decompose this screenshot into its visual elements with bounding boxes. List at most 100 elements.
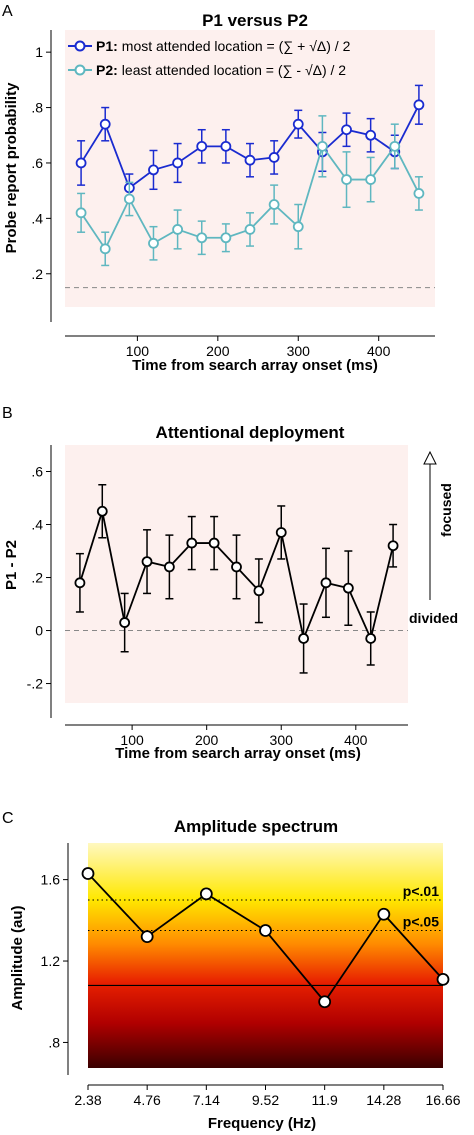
panel-a-y-label: Probe report probability <box>3 82 20 254</box>
divided-label: divided <box>409 610 458 626</box>
y-tick-label: 1.6 <box>41 872 61 888</box>
panel-a-x-label: Time from search array onset (ms) <box>132 357 378 374</box>
data-point <box>196 140 208 152</box>
legend-p1-marker <box>74 40 86 52</box>
data-point <box>275 527 287 538</box>
data-point <box>148 237 159 249</box>
x-tick-label: 11.9 <box>312 1092 338 1108</box>
data-point <box>75 157 87 169</box>
data-point <box>341 124 352 136</box>
x-tick-label: 4.76 <box>134 1092 161 1108</box>
data-point <box>436 972 450 986</box>
data-point <box>292 221 304 233</box>
data-point <box>163 561 175 573</box>
panel-b-series <box>74 484 399 674</box>
panel-b-label: B <box>2 405 13 422</box>
panel-c-x-label: Frequency (Hz) <box>208 1115 316 1132</box>
panel-b-x-ticks: 100 200 300 400 <box>120 725 368 748</box>
panel-c-series <box>81 867 450 1009</box>
data-point <box>253 585 265 597</box>
y-tick-label: 1 <box>35 44 43 60</box>
legend-p2-text: P2: least attended location = (∑ - √Δ) / … <box>96 62 346 78</box>
data-point <box>172 157 184 169</box>
data-point <box>387 540 399 552</box>
data-point <box>377 907 391 921</box>
x-tick-label: 300 <box>270 732 294 748</box>
data-point <box>199 887 213 901</box>
data-point <box>318 995 332 1009</box>
y-tick-label: .8 <box>31 100 43 116</box>
legend-p1-key: P1: <box>96 38 118 54</box>
data-point <box>196 232 208 244</box>
data-point <box>141 556 153 568</box>
data-point <box>292 118 304 130</box>
y-tick-label: .6 <box>31 155 43 171</box>
panel-b-deployment-arrow: focused divided <box>409 450 458 626</box>
y-tick-label: -.2 <box>27 676 44 692</box>
data-point <box>413 188 425 199</box>
data-point <box>341 174 352 185</box>
legend-p2-key: P2: <box>96 62 118 78</box>
data-point <box>74 577 86 589</box>
legend-p2-marker <box>74 64 86 76</box>
data-point <box>268 199 280 210</box>
data-point <box>208 537 220 549</box>
threshold-label: p<.01 <box>403 883 439 899</box>
x-tick-label: 100 <box>126 343 150 359</box>
y-tick-label: .2 <box>31 266 43 282</box>
data-point <box>365 633 377 644</box>
data-point <box>320 577 332 589</box>
data-point <box>99 243 111 255</box>
panel-a-x-ticks: 100 200 300 400 <box>126 336 391 359</box>
data-point <box>413 99 425 111</box>
data-point <box>220 140 232 152</box>
panel-a-series <box>75 84 425 267</box>
x-tick-label: 200 <box>206 343 230 359</box>
panel-c-heat-background <box>88 843 443 1068</box>
legend-p1-text: P1: most attended location = (∑ + √Δ) / 2 <box>96 38 351 54</box>
x-tick-label: 400 <box>367 343 391 359</box>
data-point <box>231 561 242 573</box>
panel-a-title: P1 versus P2 <box>202 11 308 30</box>
x-tick-label: 300 <box>287 343 311 359</box>
data-point <box>316 140 328 152</box>
data-point <box>172 224 184 235</box>
panel-a: A P1 versus P2 .2 .4 .6 .8 1 100 200 300 400 Ti… <box>2 3 435 374</box>
data-point <box>75 207 87 219</box>
y-tick-label: .4 <box>31 517 43 533</box>
data-point <box>244 154 256 166</box>
y-tick-label: 1.2 <box>41 953 61 969</box>
y-tick-label: .2 <box>31 570 43 586</box>
y-tick-label: 0 <box>35 623 43 639</box>
data-point <box>148 164 159 176</box>
x-tick-label: 16.66 <box>425 1092 460 1108</box>
data-point <box>81 867 95 880</box>
panel-a-y-ticks: .2 .4 .6 .8 1 <box>31 44 51 282</box>
data-point <box>244 224 256 235</box>
y-tick-label: .4 <box>31 210 43 226</box>
panel-a-label: A <box>2 3 13 20</box>
panel-b-y-label: P1 - P2 <box>3 540 20 590</box>
x-tick-label: 9.52 <box>252 1092 279 1108</box>
data-point <box>259 924 272 937</box>
data-point <box>186 537 198 549</box>
legend-p2-desc: least attended location = (∑ - √Δ) / 2 <box>122 62 347 78</box>
threshold-label: p<.05 <box>403 914 439 930</box>
panel-b-y-ticks: -.2 0 .2 .4 .6 <box>27 464 51 692</box>
x-tick-label: 7.14 <box>193 1092 220 1108</box>
data-point <box>342 582 354 594</box>
data-point <box>96 505 108 517</box>
panel-b-x-label: Time from search array onset (ms) <box>115 745 361 762</box>
data-point <box>298 633 310 644</box>
deployment-arrow-head-icon <box>423 450 437 465</box>
x-tick-label: 2.38 <box>74 1092 101 1108</box>
data-point <box>268 152 280 163</box>
x-tick-label: 400 <box>344 732 368 748</box>
focused-label: focused <box>438 483 454 537</box>
data-point <box>140 930 154 944</box>
panel-c-title: Amplitude spectrum <box>174 817 338 836</box>
panel-c-label: C <box>2 810 14 827</box>
x-tick-label: 14.28 <box>366 1092 401 1108</box>
data-point <box>220 232 232 244</box>
